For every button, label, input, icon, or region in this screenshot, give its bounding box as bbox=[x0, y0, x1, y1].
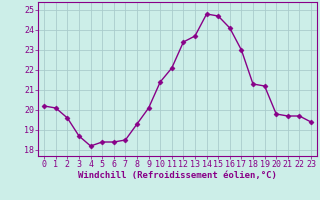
X-axis label: Windchill (Refroidissement éolien,°C): Windchill (Refroidissement éolien,°C) bbox=[78, 171, 277, 180]
